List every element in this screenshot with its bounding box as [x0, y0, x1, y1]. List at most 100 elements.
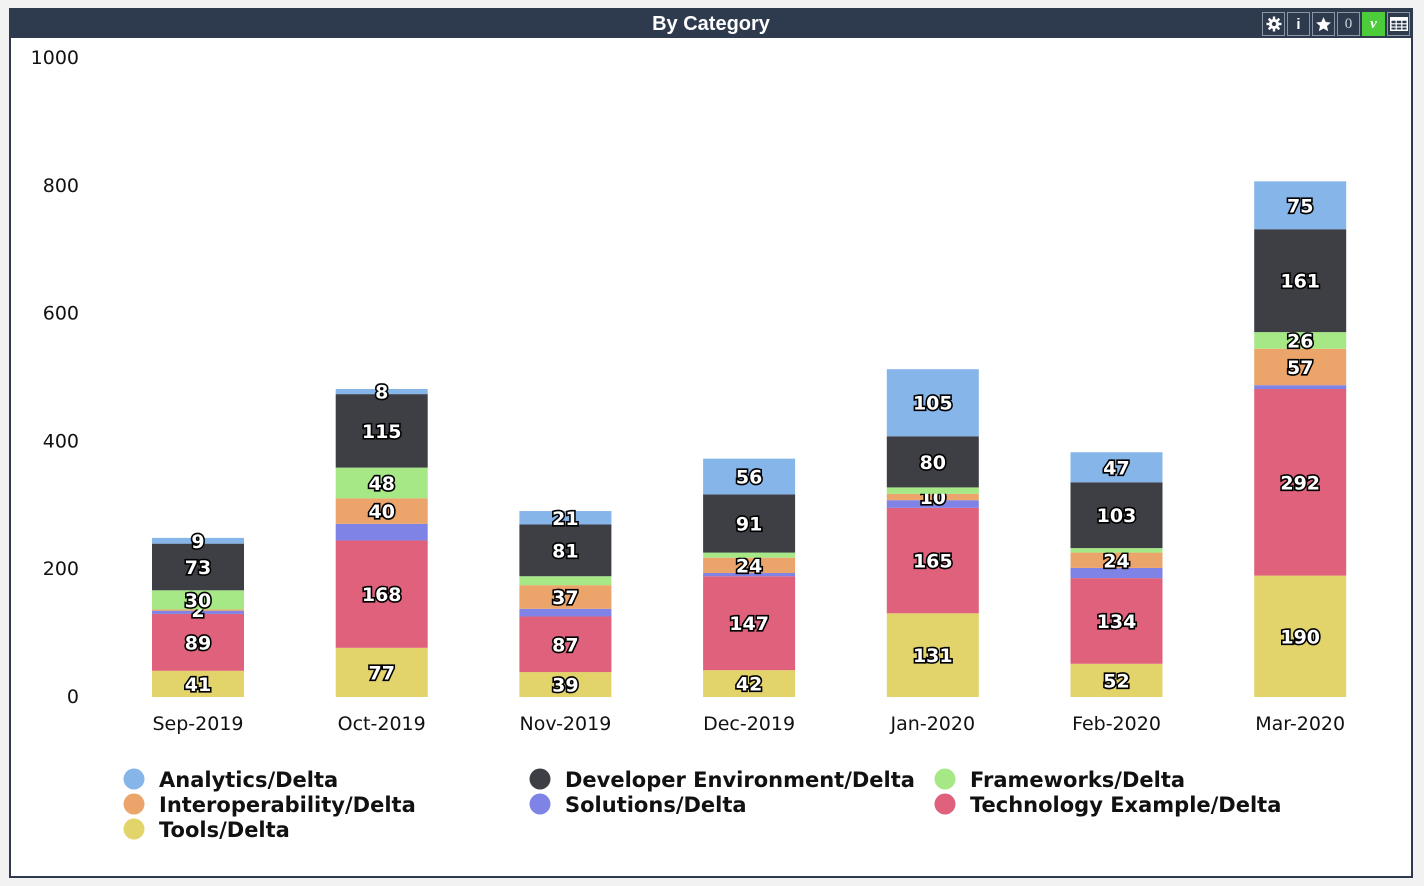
bar-segment [152, 609, 244, 611]
bar-segment [886, 369, 979, 437]
x-tick-label: Nov-2019 [520, 713, 612, 735]
bar-segment [519, 672, 612, 697]
legend-marker [123, 818, 145, 840]
data-label: 24 [1103, 550, 1129, 572]
data-label: 21 [552, 508, 578, 530]
bar-segment [152, 537, 244, 544]
table-icon[interactable] [1387, 12, 1410, 36]
x-tick-label: Jan-2020 [890, 713, 976, 735]
bar-segment [1254, 575, 1347, 697]
bar-segment [886, 487, 979, 494]
panel-toolbar: i 0 v [1262, 10, 1411, 38]
bar-segment [886, 507, 979, 614]
data-label: 131 [913, 645, 953, 667]
legend-label: Developer Environment/Delta [565, 768, 915, 792]
x-tick-label: Dec-2019 [703, 713, 795, 735]
bar-segment [152, 613, 244, 671]
data-label: 87 [552, 634, 578, 656]
bar-segment [703, 494, 796, 553]
bar-segment [1254, 385, 1347, 390]
data-label: 30 [185, 590, 211, 612]
data-label: 47 [1103, 457, 1129, 479]
panel-title: By Category [652, 13, 770, 35]
bar-segment [335, 523, 428, 541]
bar-segment [519, 576, 612, 586]
x-tick-label: Feb-2020 [1072, 713, 1161, 735]
data-label: 105 [913, 393, 953, 415]
legend-label: Tools/Delta [159, 818, 290, 842]
bar-segment [703, 576, 796, 671]
bar-segment [152, 543, 244, 591]
bar-segment [152, 590, 244, 610]
data-label: 80 [920, 452, 946, 474]
x-tick-label: Mar-2020 [1255, 713, 1345, 735]
legend-marker [529, 793, 551, 815]
legend-marker [934, 793, 956, 815]
bar-segment [335, 467, 428, 499]
data-label: 77 [368, 662, 394, 684]
bar-segment [1254, 389, 1347, 576]
legend-marker [123, 768, 145, 790]
data-label: 89 [185, 632, 211, 654]
bar-segment [703, 670, 796, 697]
data-label: 40 [368, 501, 394, 523]
bar-segment [1070, 552, 1163, 568]
bar-segment [1070, 482, 1163, 549]
data-label: 24 [736, 555, 762, 577]
bar-segment [1070, 567, 1163, 579]
data-label: 39 [552, 675, 578, 697]
bar-segment [1254, 348, 1347, 386]
data-label: 26 [1287, 330, 1313, 352]
x-tick-label: Oct-2019 [338, 713, 426, 735]
data-label: 161 [1280, 271, 1320, 293]
legend-marker [529, 768, 551, 790]
data-label: 168 [362, 584, 402, 606]
bar-segment [335, 498, 428, 524]
bar-segment [519, 585, 612, 609]
bar-segment [519, 608, 612, 617]
data-label: 56 [736, 467, 762, 489]
data-label: 103 [1097, 505, 1137, 527]
bar-segment [335, 647, 428, 697]
v-toggle-button[interactable]: v [1362, 12, 1385, 36]
data-label: 37 [552, 587, 578, 609]
bar-segment [703, 458, 796, 495]
bar-segment [886, 613, 979, 697]
info-button[interactable]: i [1287, 12, 1310, 36]
y-tick-label: 800 [43, 175, 79, 197]
bar-segment [886, 493, 979, 501]
y-tick-label: 1000 [31, 47, 79, 69]
bar-segment [703, 557, 796, 574]
legend-label: Solutions/Delta [565, 793, 747, 817]
star-icon[interactable] [1312, 12, 1335, 36]
data-label: 52 [1103, 670, 1129, 692]
y-tick-label: 600 [43, 303, 79, 325]
bar-segment [1254, 229, 1347, 333]
y-tick-label: 400 [43, 430, 79, 452]
x-tick-label: Sep-2019 [152, 713, 243, 735]
title-bar: By Category i [11, 10, 1411, 38]
data-label: 134 [1097, 611, 1137, 633]
chart-panel: 0 200 400 600 800 1000 41 89 2 30 73 9 Sep-2019 77 168… [9, 8, 1413, 878]
bar-segment [1070, 548, 1163, 553]
data-label: 75 [1287, 195, 1313, 217]
bar-segment [1070, 578, 1163, 664]
bar-segment [519, 511, 612, 525]
legend-label: Interoperability/Delta [159, 793, 416, 817]
gear-icon[interactable] [1262, 12, 1285, 36]
data-label: 190 [1280, 626, 1320, 648]
bar-segment [519, 616, 612, 673]
legend-marker [123, 793, 145, 815]
y-tick-label: 0 [67, 686, 79, 708]
bar-segment [335, 389, 428, 395]
data-label: 42 [736, 674, 762, 696]
legend-marker [934, 768, 956, 790]
bar-segment [335, 540, 428, 648]
data-label: 147 [729, 613, 769, 635]
data-label: 292 [1280, 472, 1320, 494]
legend-label: Technology Example/Delta [970, 793, 1281, 817]
bar-segment [335, 394, 428, 468]
bar-segment [886, 500, 979, 508]
data-label: 73 [185, 557, 211, 579]
stacked-bar-chart: 020040060080010004189230739Sep-201977168… [31, 47, 1347, 842]
